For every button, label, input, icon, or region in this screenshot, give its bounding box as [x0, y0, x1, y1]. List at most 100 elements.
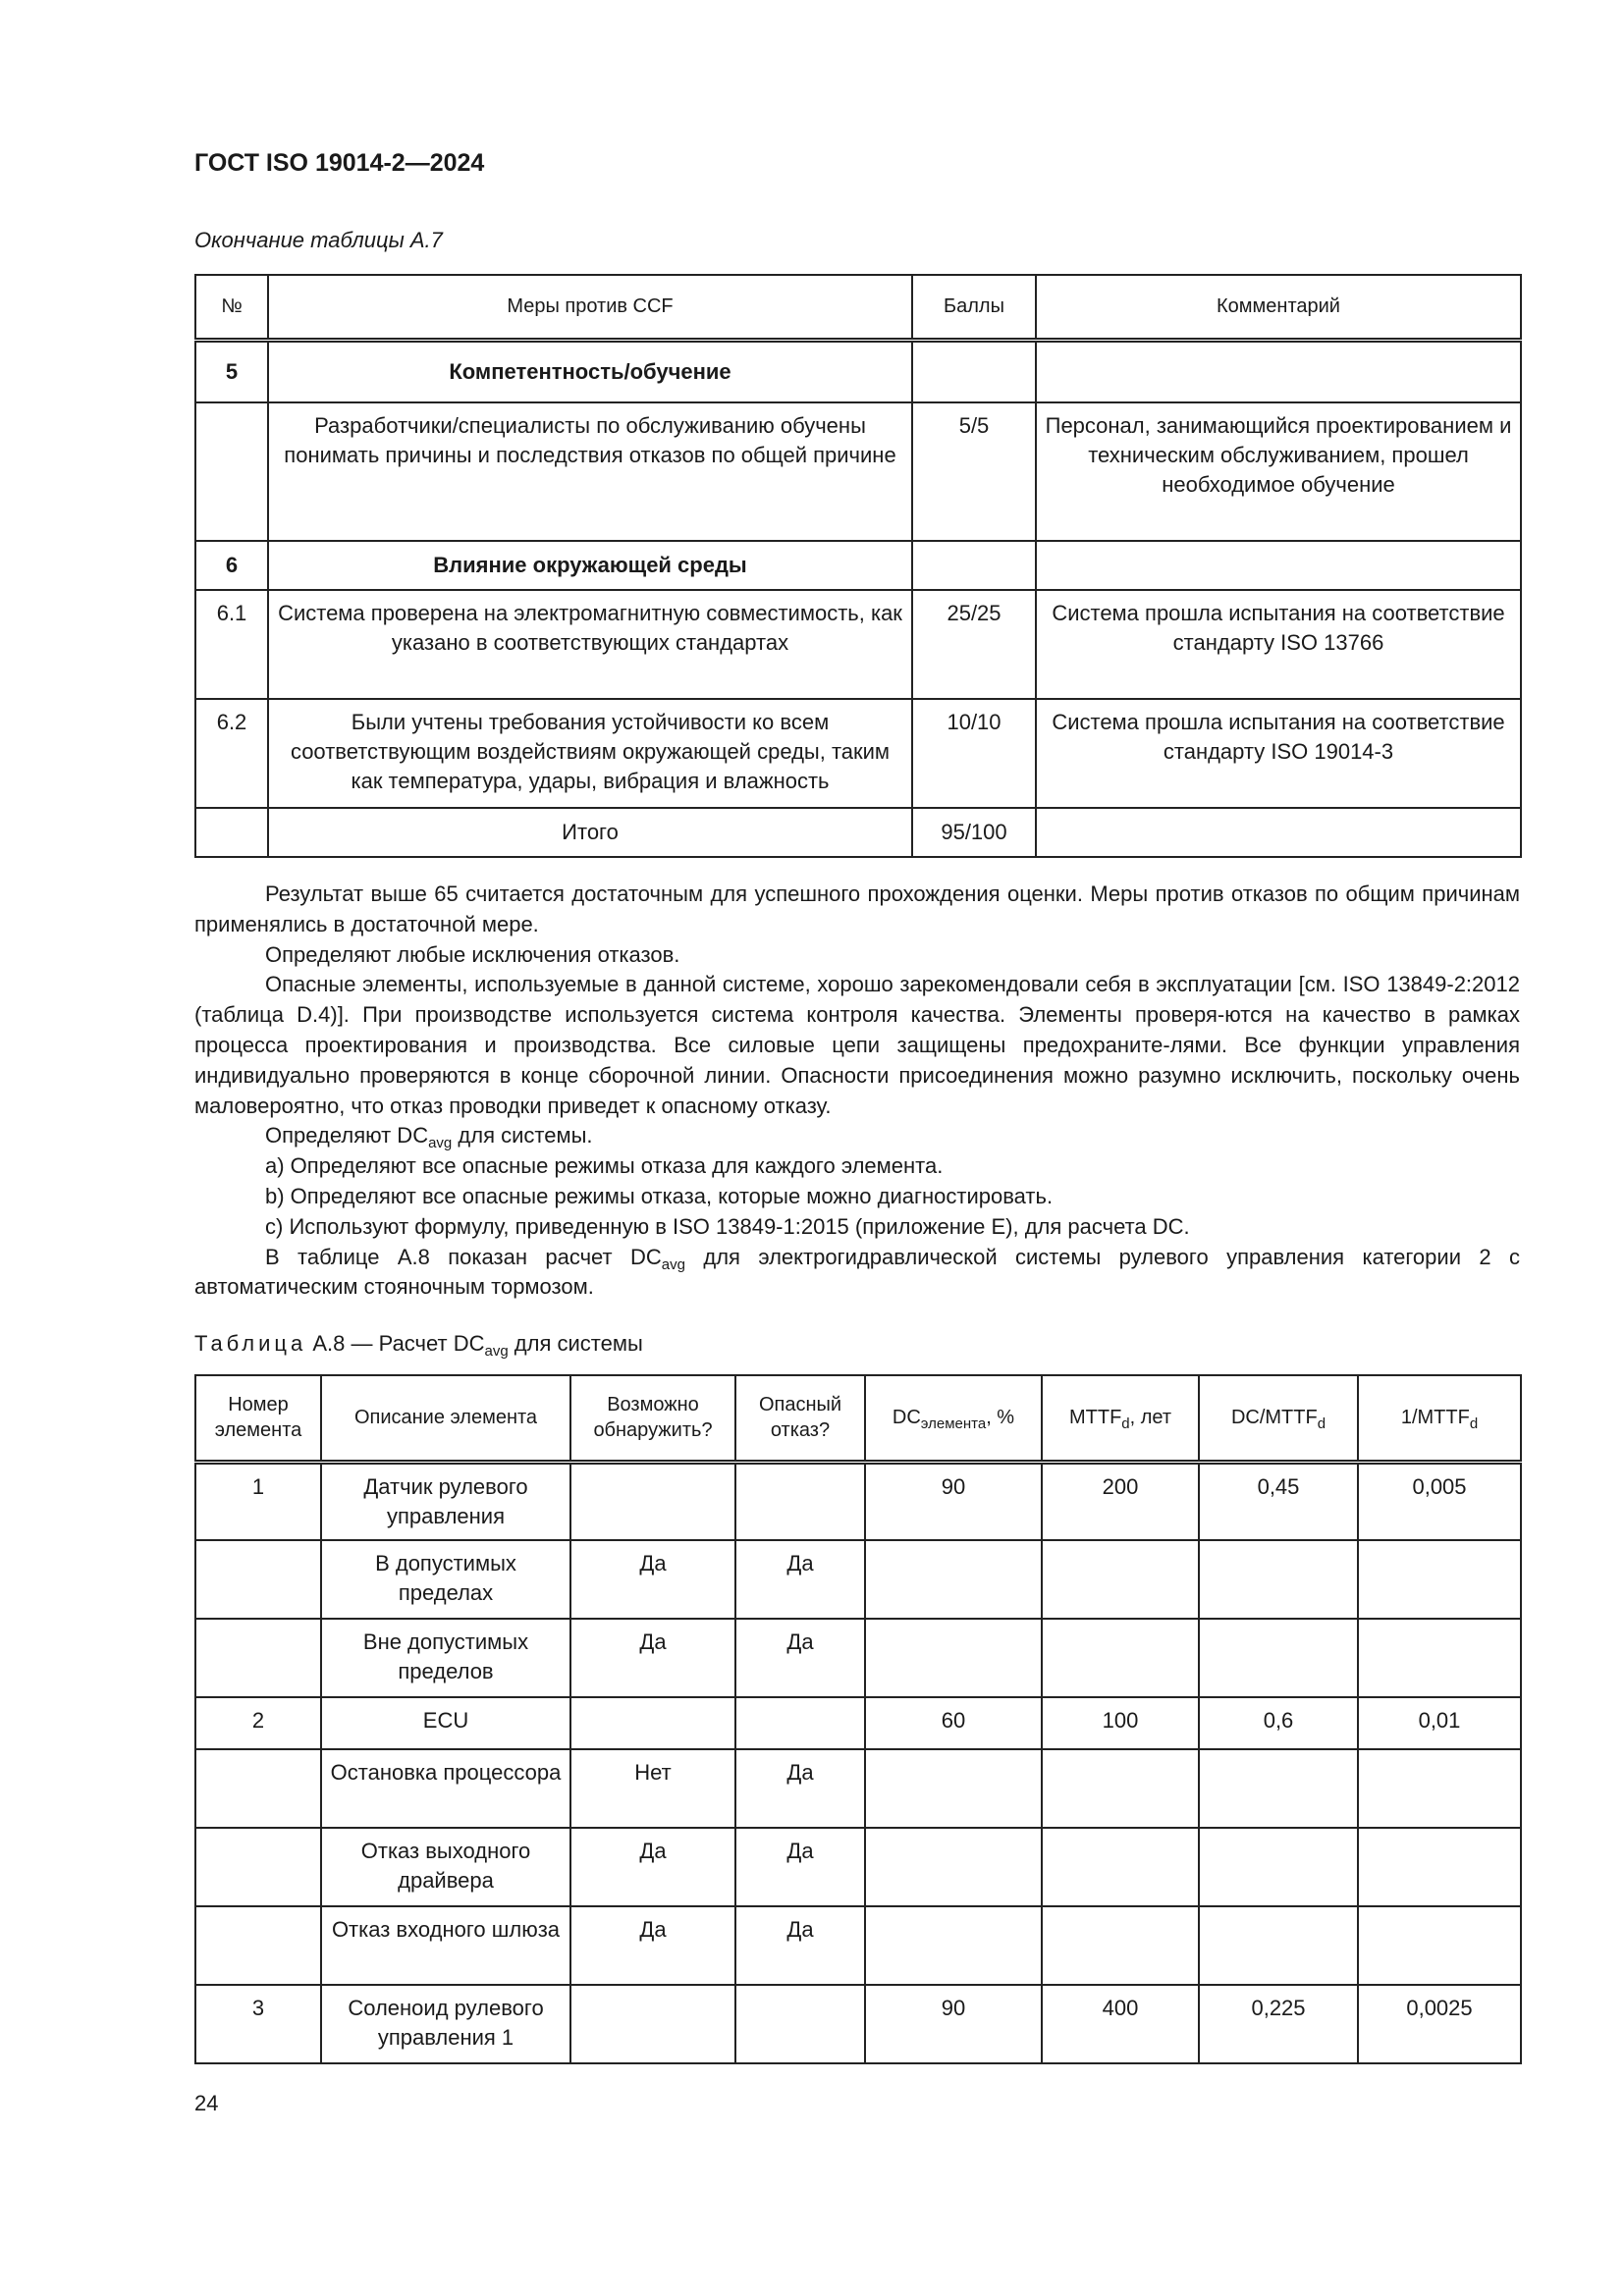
cell-num	[194, 807, 269, 858]
text: DC	[892, 1407, 921, 1429]
table-body: 1 Датчик рулевого управления 90 200 0,45 0,00…	[194, 1461, 1522, 2064]
cell-mttf	[1041, 1827, 1200, 1907]
cell-comment: Система прошла испытания на соответствие…	[1035, 698, 1522, 809]
cell-comment: Персонал, занимающийся проектированием и…	[1035, 401, 1522, 542]
cell-measure: Система проверена на электромагнитную со…	[267, 589, 913, 700]
cell-score	[911, 540, 1037, 591]
table-row: 3 Соленоид рулевого управления 1 90 400 0,22…	[194, 1984, 1522, 2064]
cell-num	[194, 1618, 322, 1698]
cell-dc	[864, 1905, 1043, 1986]
cell-danger: Да	[734, 1905, 866, 1986]
cell-inv: 0,0025	[1357, 1984, 1522, 2064]
cell-mttf	[1041, 1539, 1200, 1620]
cell-score: 25/25	[911, 589, 1037, 700]
cell-num: 6.2	[194, 698, 269, 809]
cell-desc: Вне допустимых пределов	[320, 1618, 571, 1698]
cell-inv: 0,005	[1357, 1461, 1522, 1541]
cell-detect: Да	[569, 1827, 736, 1907]
table-a7: № Меры против CCF Баллы Комментарий 5 Ко…	[194, 274, 1522, 858]
table-caption: Таблица А.8 — Расчет DCavg для системы	[194, 1331, 643, 1359]
cell-danger: Да	[734, 1539, 866, 1620]
cell-mttf	[1041, 1618, 1200, 1698]
cell-danger	[734, 1461, 866, 1541]
cell-num	[194, 1748, 322, 1829]
table-row: 2 ECU 60 100 0,6 0,01	[194, 1696, 1522, 1750]
cell-measure: Были учтены требования устойчивости ко в…	[267, 698, 913, 809]
table-row: 1 Датчик рулевого управления 90 200 0,45 0,00…	[194, 1461, 1522, 1541]
cell-dc: 90	[864, 1984, 1043, 2064]
cell-num	[194, 1905, 322, 1986]
paragraph: Опасные элементы, используемые в данной …	[194, 972, 1520, 1118]
paragraph: Определяют DCavg для системы.	[194, 1121, 1520, 1151]
cell-dc	[864, 1539, 1043, 1620]
cell-inv: 0,01	[1357, 1696, 1522, 1750]
subscript: avg	[661, 1255, 685, 1273]
cell-dc: 60	[864, 1696, 1043, 1750]
list-item: a) Определяют все опасные режимы отказа …	[265, 1153, 944, 1179]
caption-text: А.8 — Расчет DC	[306, 1331, 485, 1356]
table-row: Отказ выходного драйвера Да Да	[194, 1827, 1522, 1907]
cell-detect	[569, 1696, 736, 1750]
cell-mttf	[1041, 1748, 1200, 1829]
cell-num	[194, 401, 269, 542]
cell-mttf: 200	[1041, 1461, 1200, 1541]
total-score: 95/100	[911, 807, 1037, 858]
col-header-danger: Опасный отказ?	[734, 1374, 866, 1465]
cell-dc: 90	[864, 1461, 1043, 1541]
col-header-dc-mttf: DC/MTTFd	[1198, 1374, 1359, 1465]
cell-num: 2	[194, 1696, 322, 1750]
cell-num: 3	[194, 1984, 322, 2064]
cell-detect: Нет	[569, 1748, 736, 1829]
text: , лет	[1129, 1407, 1172, 1429]
text: DC/MTTF	[1230, 1407, 1318, 1429]
text: , %	[986, 1407, 1015, 1429]
paragraph: Результат выше 65 считается достаточным …	[194, 881, 1520, 936]
cell-dcm	[1198, 1618, 1359, 1698]
col-header-comment: Комментарий	[1035, 274, 1522, 343]
col-header-detect: Возможно обнаружить?	[569, 1374, 736, 1465]
cell-danger	[734, 1984, 866, 2064]
table-header-row: № Меры против CCF Баллы Комментарий	[194, 274, 1522, 343]
cell-inv	[1357, 1539, 1522, 1620]
text: 1/MTTF	[1400, 1407, 1470, 1429]
cell-measure: Влияние окружающей среды	[267, 540, 913, 591]
table-row: Отказ входного шлюза Да Да	[194, 1905, 1522, 1986]
col-header-num: №	[194, 274, 269, 343]
cell-desc: Датчик рулевого управления	[320, 1461, 571, 1541]
table-section-row: 6 Влияние окружающей среды	[194, 540, 1522, 591]
cell-score: 10/10	[911, 698, 1037, 809]
cell-dcm: 0,225	[1198, 1984, 1359, 2064]
document-id: ГОСТ ISO 19014-2—2024	[194, 149, 485, 177]
cell-score: 5/5	[911, 401, 1037, 542]
paragraph: В таблице А.8 показан расчет DCavg для э…	[194, 1243, 1520, 1304]
cell-score	[911, 339, 1037, 403]
col-header-measure: Меры против CCF	[267, 274, 913, 343]
cell-dcm	[1198, 1539, 1359, 1620]
table-row: В допустимых пределах Да Да	[194, 1539, 1522, 1620]
cell-num: 1	[194, 1461, 322, 1541]
cell-desc: Отказ выходного драйвера	[320, 1827, 571, 1907]
subscript: d	[1121, 1415, 1130, 1433]
cell-num: 5	[194, 339, 269, 403]
text: Определяют DC	[265, 1123, 429, 1148]
cell-comment: Система прошла испытания на соответствие…	[1035, 589, 1522, 700]
cell-measure: Компетентность/обучение	[267, 339, 913, 403]
cell-dcm: 0,45	[1198, 1461, 1359, 1541]
cell-danger: Да	[734, 1748, 866, 1829]
cell-mttf: 400	[1041, 1984, 1200, 2064]
page-number: 24	[194, 2091, 219, 2115]
caption-word: Таблица	[194, 1331, 307, 1356]
cell-dc	[864, 1827, 1043, 1907]
cell-dcm: 0,6	[1198, 1696, 1359, 1750]
cell-detect	[569, 1461, 736, 1541]
cell-measure: Разработчики/специалисты по обслуживанию…	[267, 401, 913, 542]
text: для системы.	[452, 1123, 593, 1148]
col-header-inv-mttf: 1/MTTFd	[1357, 1374, 1522, 1465]
table-row: Вне допустимых пределов Да Да	[194, 1618, 1522, 1698]
cell-desc: Соленоид рулевого управления 1	[320, 1984, 571, 2064]
cell-num: 6	[194, 540, 269, 591]
cell-detect: Да	[569, 1618, 736, 1698]
cell-comment	[1035, 540, 1522, 591]
cell-comment	[1035, 807, 1522, 858]
cell-dc	[864, 1748, 1043, 1829]
